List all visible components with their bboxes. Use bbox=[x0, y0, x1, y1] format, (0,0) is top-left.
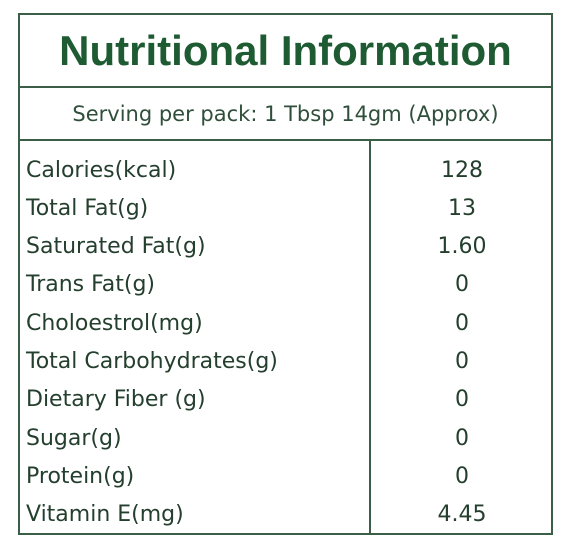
nutrient-label: Saturated Fat(g) bbox=[26, 233, 206, 259]
nutrient-label: Calories(kcal) bbox=[26, 157, 177, 183]
table-row: Total Fat(g) 13 bbox=[20, 189, 551, 227]
nutrient-value: 0 bbox=[455, 348, 469, 374]
table-row: Protein(g) 0 bbox=[20, 457, 551, 495]
nutrient-value: 1.60 bbox=[437, 233, 487, 259]
nutrition-table: Calories(kcal) 128 Total Fat(g) 13 Satur… bbox=[20, 141, 551, 533]
nutrient-value: 0 bbox=[455, 386, 469, 412]
nutrient-label: Protein(g) bbox=[26, 463, 135, 489]
table-row: Total Carbohydrates(g) 0 bbox=[20, 342, 551, 380]
page-title: Nutritional Information bbox=[20, 15, 551, 88]
nutrient-label: Total Carbohydrates(g) bbox=[26, 348, 278, 374]
nutrient-value: 0 bbox=[455, 271, 469, 297]
table-row: Sugar(g) 0 bbox=[20, 419, 551, 457]
nutrient-label: Sugar(g) bbox=[26, 425, 122, 451]
table-row: Dietary Fiber (g) 0 bbox=[20, 380, 551, 418]
table-row: Vitamin E(mg) 4.45 bbox=[20, 495, 551, 533]
nutrient-value: 0 bbox=[455, 425, 469, 451]
table-row: Choloestrol(mg) 0 bbox=[20, 304, 551, 342]
nutrient-value: 0 bbox=[455, 463, 469, 489]
nutrient-label: Vitamin E(mg) bbox=[26, 501, 184, 527]
nutrient-label: Dietary Fiber (g) bbox=[26, 386, 206, 412]
nutrient-value: 4.45 bbox=[437, 501, 487, 527]
nutrient-value: 128 bbox=[441, 157, 483, 183]
nutrient-value: 0 bbox=[455, 310, 469, 336]
table-row: Trans Fat(g) 0 bbox=[20, 265, 551, 303]
nutrient-label: Trans Fat(g) bbox=[26, 271, 156, 297]
nutrition-panel: Nutritional Information Serving per pack… bbox=[18, 13, 553, 535]
table-row: Calories(kcal) 128 bbox=[20, 151, 551, 189]
column-divider bbox=[369, 141, 371, 533]
nutrient-value: 13 bbox=[448, 195, 476, 221]
nutrient-label: Total Fat(g) bbox=[26, 195, 149, 221]
table-row: Saturated Fat(g) 1.60 bbox=[20, 227, 551, 265]
serving-info: Serving per pack: 1 Tbsp 14gm (Approx) bbox=[20, 88, 551, 141]
nutrient-label: Choloestrol(mg) bbox=[26, 310, 203, 336]
